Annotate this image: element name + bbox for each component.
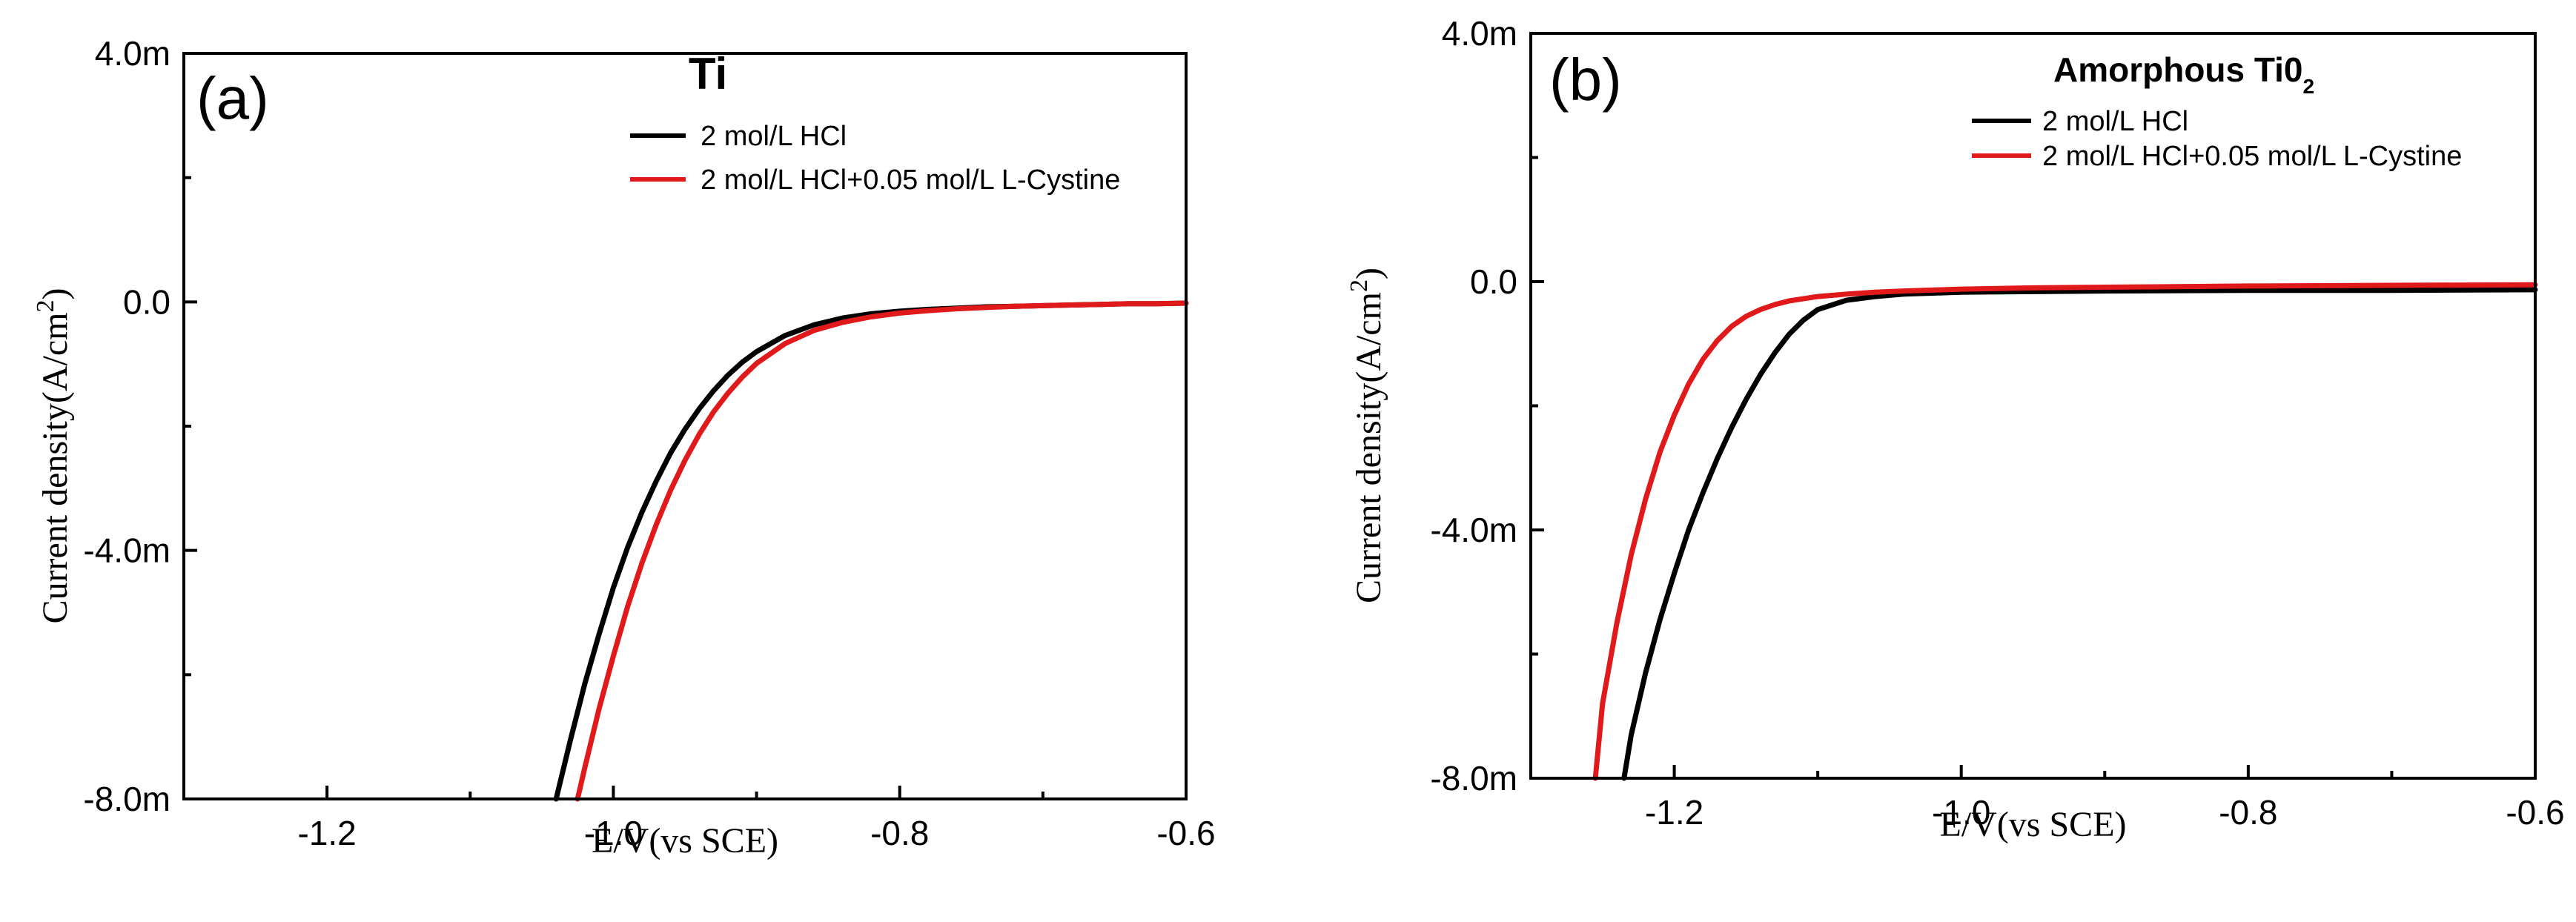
legend-a: 2 mol/L HCl 2 mol/L HCl+0.05 mol/L L-Cys… [630, 121, 1120, 196]
panel-label-b: (b) [1549, 47, 1622, 113]
x-tick-label-a: -1.2 [298, 814, 357, 852]
series-line-hcl-b [1621, 287, 2538, 781]
chart-title-a: Ti [689, 49, 727, 99]
y-tick-label-b: -4.0m [1430, 511, 1517, 549]
x-tick-label-b: -1.2 [1645, 793, 1703, 832]
y-axis-label-main-a: Current density(A/cm [36, 313, 75, 624]
x-tick-label-a: -1.0 [584, 814, 643, 852]
x-tick-label-a: -0.6 [1156, 814, 1215, 852]
chart-title-sub-b: 2 [2303, 75, 2315, 98]
y-tick-label-b: 0.0 [1470, 262, 1517, 301]
x-tick-label-b: -1.0 [1932, 793, 1990, 832]
y-axis-label-a: Current density(A/cm2) [32, 288, 76, 624]
chart-panel-a: -1.2 -1.0 -0.8 -0.6 -8.0m -4.0m 0.0 4.0m (a) Ti… [32, 34, 1216, 860]
series-line-hcl-a [553, 300, 1189, 802]
x-axis-label-a: E/V(vs SCE) [592, 821, 778, 860]
y-axis-label-end-b: ) [1349, 268, 1388, 279]
y-tick-label-b: 4.0m [1442, 14, 1517, 53]
legend-label-cystine-a: 2 mol/L HCl+0.05 mol/L L-Cystine [701, 165, 1120, 196]
series-line-cystine-a [575, 300, 1189, 802]
y-tick-label-a: -8.0m [83, 780, 170, 818]
x-tick-label-b: -0.6 [2506, 793, 2564, 832]
y-tick-label-a: 4.0m [95, 34, 170, 73]
x-tick-label-a: -0.8 [870, 814, 929, 852]
y-axis-label-end-a: ) [36, 288, 75, 300]
y-axis-label-sup-a: 2 [32, 300, 59, 313]
y-axis-label-main-b: Current density(A/cm [1349, 292, 1388, 603]
y-tick-label-b: -8.0m [1430, 759, 1517, 797]
chart-title-main-b: Amorphous Ti0 [2053, 50, 2303, 89]
series-line-cystine-b [1592, 282, 2538, 781]
y-tick-label-a: -4.0m [83, 531, 170, 570]
legend-label-hcl-b: 2 mol/L HCl [2042, 106, 2188, 137]
x-axis-label-b: E/V(vs SCE) [1940, 805, 2127, 844]
legend-label-cystine-b: 2 mol/L HCl+0.05 mol/L L-Cystine [2042, 141, 2462, 172]
ticks-layer-a: -1.2 -1.0 -0.8 -0.6 -8.0m -4.0m 0.0 4.0m [83, 34, 1215, 852]
legend-b: 2 mol/L HCl 2 mol/L HCl+0.05 mol/L L-Cys… [1972, 106, 2462, 172]
y-tick-label-a: 0.0 [123, 282, 170, 321]
ticks-layer-b: -1.2 -1.0 -0.8 -0.6 -8.0m -4.0m 0.0 4.0m [1430, 14, 2564, 832]
panel-label-a: (a) [196, 65, 269, 131]
y-axis-label-sup-b: 2 [1345, 279, 1373, 292]
chart-panel-b: -1.2 -1.0 -0.8 -0.6 -8.0m -4.0m 0.0 4.0m (b) Am… [1345, 14, 2565, 844]
chart-title-b: Amorphous Ti02 [2053, 50, 2314, 98]
series-layer-b [1592, 282, 2538, 781]
x-tick-label-b: -0.8 [2219, 793, 2277, 832]
legend-label-hcl-a: 2 mol/L HCl [701, 121, 847, 152]
series-layer-a [553, 300, 1189, 802]
y-axis-label-b: Current density(A/cm2) [1345, 268, 1389, 603]
